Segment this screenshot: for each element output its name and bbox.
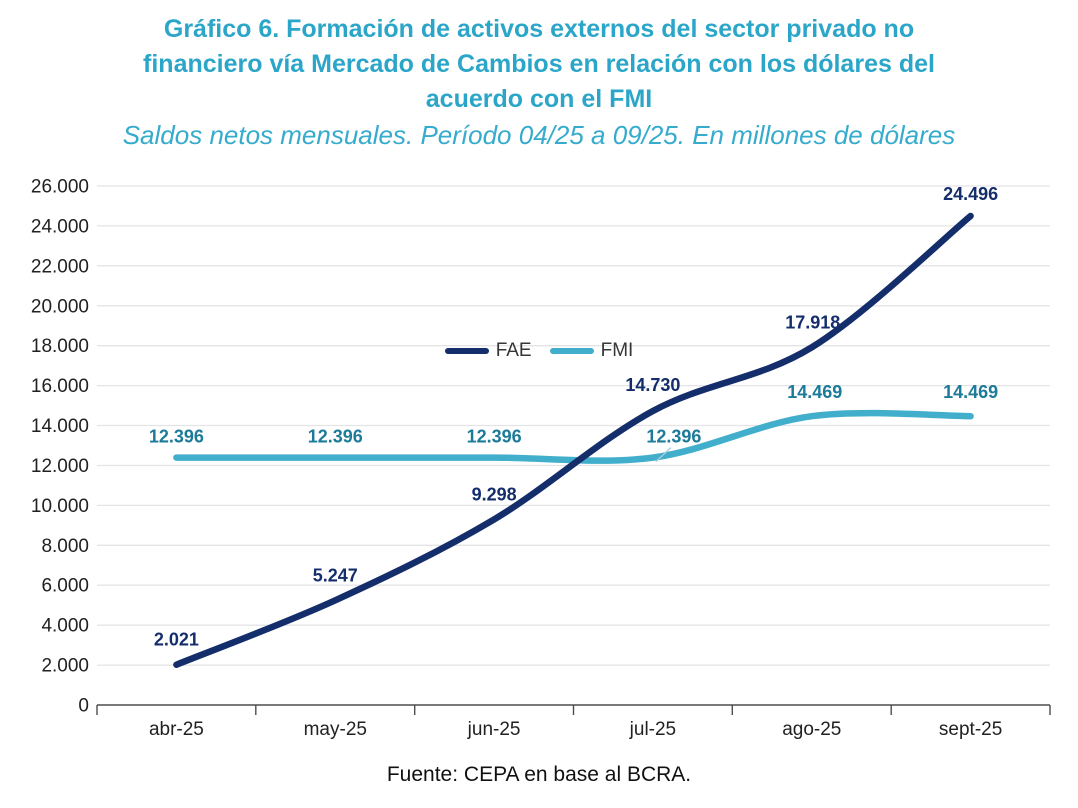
svg-text:2.000: 2.000 (41, 656, 89, 677)
svg-text:17.918: 17.918 (785, 312, 840, 332)
fae-data-labels: 2.021 5.247 9.298 14.730 17.918 24.496 (154, 184, 998, 650)
svg-text:14.469: 14.469 (943, 382, 998, 402)
svg-text:ago-25: ago-25 (782, 719, 841, 740)
svg-text:6.000: 6.000 (41, 576, 89, 597)
svg-text:12.396: 12.396 (149, 427, 204, 447)
x-axis-labels: abr-25 may-25 jun-25 jul-25 ago-25 sept-25 (149, 719, 1002, 740)
fae-line (173, 212, 974, 668)
svg-text:22.000: 22.000 (31, 256, 89, 277)
svg-text:26.000: 26.000 (31, 177, 89, 198)
svg-text:12.396: 12.396 (308, 427, 363, 447)
svg-text:jun-25: jun-25 (467, 719, 521, 740)
chart-subtitle: Saldos netos mensuales. Período 04/25 a … (122, 120, 956, 150)
fmi-line (173, 409, 974, 464)
gridlines (97, 185, 1050, 666)
svg-text:10.000: 10.000 (31, 496, 89, 517)
chart-header: Gráfico 6. Formación de activos externos… (0, 12, 1078, 152)
source-note: Fuente: CEPA en base al BCRA. (386, 763, 692, 786)
svg-text:14.000: 14.000 (31, 416, 89, 437)
svg-text:16.000: 16.000 (31, 376, 89, 397)
y-axis-labels: 0 2.000 4.000 6.000 8.000 10.000 12.000 14.000 1… (31, 177, 89, 717)
fmi-data-labels: 12.396 12.396 12.396 12.396 14.469 14.469 (149, 382, 998, 446)
svg-text:12.000: 12.000 (31, 456, 89, 477)
svg-text:12.396: 12.396 (646, 427, 701, 447)
svg-text:9.298: 9.298 (472, 484, 517, 504)
page-title-line-1: Gráfico 6. Formación de activos externos… (163, 15, 915, 43)
svg-text:5.247: 5.247 (313, 565, 358, 585)
svg-text:20.000: 20.000 (31, 296, 89, 317)
svg-text:18.000: 18.000 (31, 336, 89, 357)
svg-text:24.496: 24.496 (943, 184, 998, 204)
svg-text:may-25: may-25 (304, 719, 367, 740)
svg-text:24.000: 24.000 (31, 216, 89, 237)
x-axis (96, 704, 1051, 715)
chart-area: 0 2.000 4.000 6.000 8.000 10.000 12.000 14.000 1… (0, 160, 1078, 760)
svg-text:12.396: 12.396 (467, 427, 522, 447)
svg-text:14.730: 14.730 (625, 375, 680, 395)
page-title-line-3: acuerdo con el FMI (425, 85, 653, 113)
svg-text:8.000: 8.000 (41, 536, 89, 557)
svg-text:jul-25: jul-25 (629, 719, 676, 740)
svg-text:4.000: 4.000 (41, 616, 89, 637)
fmi-label-leader-line (655, 447, 672, 463)
line-chart-svg: 0 2.000 4.000 6.000 8.000 10.000 12.000 14.000 1… (31, 177, 1051, 740)
svg-text:abr-25: abr-25 (149, 719, 204, 740)
svg-text:0: 0 (78, 696, 89, 717)
svg-text:14.469: 14.469 (787, 382, 842, 402)
svg-text:2.021: 2.021 (154, 630, 199, 650)
page-title-line-2: financiero vía Mercado de Cambios en rel… (143, 50, 935, 78)
svg-text:sept-25: sept-25 (939, 719, 1002, 740)
